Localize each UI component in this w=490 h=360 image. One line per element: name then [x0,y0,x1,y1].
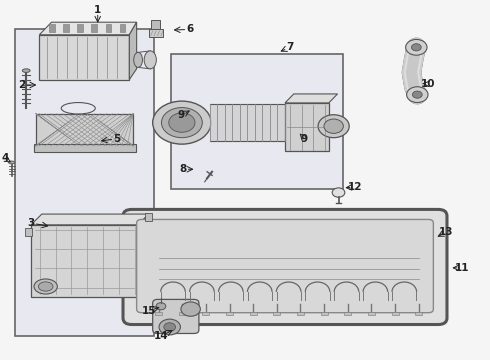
Text: 14: 14 [154,331,168,341]
Circle shape [159,319,180,335]
Bar [77,24,83,32]
Circle shape [413,91,422,98]
Bar [145,213,152,221]
Bar [25,228,32,235]
Text: 7: 7 [286,42,294,52]
Bar [15,30,154,336]
Circle shape [318,115,349,138]
Bar [297,312,304,315]
Ellipse shape [34,279,57,294]
Bar [49,24,55,32]
Bar [155,312,162,315]
Bar [392,312,398,315]
Ellipse shape [8,161,15,164]
Ellipse shape [38,282,53,291]
Bar [273,312,280,315]
Bar [151,21,160,30]
Circle shape [164,323,175,331]
Bar [36,114,133,146]
Bar [63,24,69,32]
Ellipse shape [144,51,156,69]
Bar [120,24,125,32]
Text: 4: 4 [1,153,8,163]
Text: 2: 2 [18,80,25,90]
Polygon shape [31,214,149,225]
Bar [226,312,233,315]
Ellipse shape [134,52,143,67]
Circle shape [406,40,427,55]
Text: 9: 9 [301,134,308,144]
Polygon shape [138,214,149,297]
Bar [321,312,327,315]
Ellipse shape [23,69,30,72]
Text: 3: 3 [27,218,35,228]
Circle shape [169,113,195,132]
Text: 9: 9 [178,111,185,121]
Text: 11: 11 [455,263,470,273]
Circle shape [181,302,200,316]
Bar [179,312,186,315]
Text: 15: 15 [142,306,156,316]
Circle shape [324,119,343,134]
Polygon shape [285,94,338,103]
Circle shape [161,108,202,138]
FancyBboxPatch shape [137,220,433,313]
Circle shape [332,188,345,197]
Bar [31,225,138,297]
Bar [368,312,375,315]
Text: 10: 10 [421,79,436,89]
FancyBboxPatch shape [153,300,199,333]
Bar [416,312,422,315]
Bar [39,35,129,80]
Text: 6: 6 [187,24,194,35]
FancyBboxPatch shape [123,210,447,324]
Text: 1: 1 [94,5,101,15]
Bar [285,103,329,151]
Text: 8: 8 [179,164,187,174]
Circle shape [412,44,421,51]
Circle shape [156,303,166,310]
Bar [250,312,257,315]
Polygon shape [39,22,137,35]
Circle shape [153,101,211,144]
Circle shape [407,87,428,103]
Bar [171,54,343,189]
Text: 12: 12 [348,182,363,192]
Bar [202,312,209,315]
Polygon shape [129,22,137,80]
Text: 5: 5 [114,134,121,144]
Bar [149,30,163,37]
Bar [92,24,97,32]
Bar [33,144,136,152]
Text: 13: 13 [439,227,454,237]
Bar [105,24,111,32]
Bar [344,312,351,315]
